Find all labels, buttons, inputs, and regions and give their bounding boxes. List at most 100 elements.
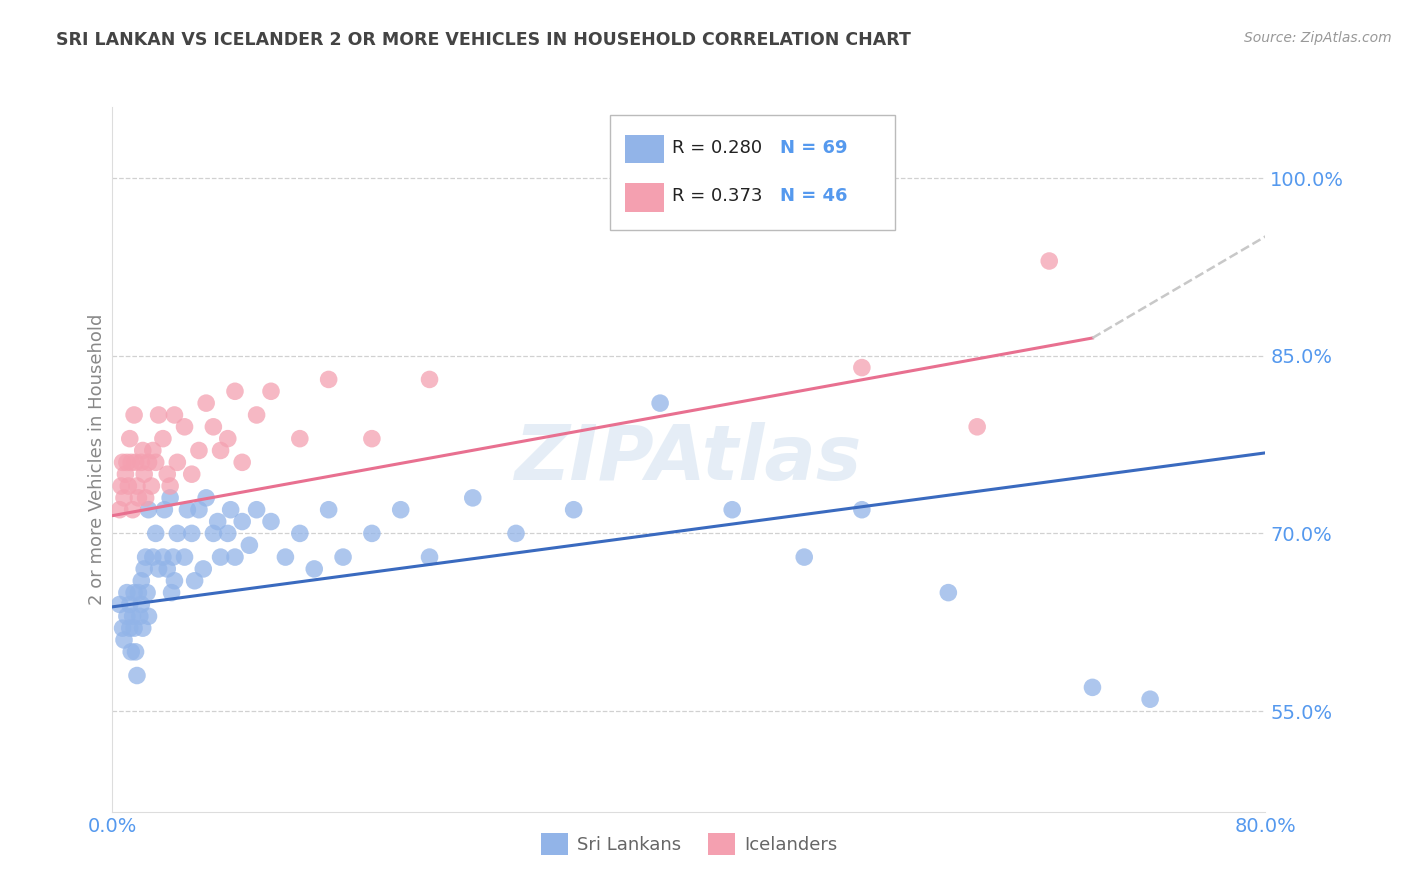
Point [188,502,211,516]
Point [122,585,145,599]
Point [134,467,156,482]
Y-axis label: 2 or more Vehicles in Household: 2 or more Vehicles in Household [87,314,105,605]
Point [135,491,157,505]
Point [183,574,205,588]
Point [163,574,186,588]
Point [419,372,441,386]
Point [115,585,138,599]
Point [129,455,153,469]
Point [141,479,163,493]
Text: SRI LANKAN VS ICELANDER 2 OR MORE VEHICLES IN HOUSEHOLD CORRELATION CHART: SRI LANKAN VS ICELANDER 2 OR MORE VEHICL… [56,31,911,49]
Point [461,491,484,505]
Point [217,432,239,446]
Point [112,632,135,647]
Point [193,562,215,576]
Point [122,408,145,422]
Point [138,609,160,624]
Point [318,372,340,386]
Point [125,668,148,682]
Point [793,550,815,565]
Point [108,598,131,612]
Point [166,455,188,469]
Point [389,502,412,516]
Point [246,502,269,516]
Point [1038,254,1060,268]
Point [650,396,672,410]
Point [121,609,143,624]
Point [159,491,181,505]
Point [152,550,174,565]
Point [162,550,184,565]
Point [111,621,134,635]
Point [127,491,149,505]
Point [138,455,160,469]
Point [122,621,145,635]
Point [138,502,160,516]
Point [145,526,167,541]
Point [136,585,159,599]
Point [246,408,269,422]
Text: ZIPAtlas: ZIPAtlas [515,423,863,496]
Point [132,443,155,458]
Point [148,408,170,422]
Point [209,550,232,565]
Point [153,502,176,516]
Point [505,526,527,541]
Point [231,455,253,469]
Text: N = 46: N = 46 [780,187,848,205]
Point [851,360,873,375]
Point [202,419,225,434]
Point [163,408,186,422]
Point [195,491,218,505]
Point [156,467,179,482]
Point [115,455,138,469]
Point [132,621,155,635]
Point [120,645,142,659]
Text: Source: ZipAtlas.com: Source: ZipAtlas.com [1244,31,1392,45]
Point [721,502,744,516]
Point [118,621,141,635]
Point [318,502,340,516]
Point [148,562,170,576]
Point [129,574,153,588]
Point [209,443,232,458]
Point [135,550,157,565]
Point [124,645,146,659]
Point [152,432,174,446]
Point [1139,692,1161,706]
Point [195,396,218,410]
Text: R = 0.373: R = 0.373 [672,187,762,205]
Point [217,526,239,541]
Point [125,479,148,493]
Point [145,455,167,469]
Point [288,432,311,446]
Point [117,479,139,493]
Point [124,455,146,469]
Point [966,419,988,434]
Point [108,502,131,516]
Point [110,479,132,493]
Point [129,598,153,612]
Point [134,562,156,576]
Point [207,515,229,529]
Point [224,384,246,399]
Point [360,432,382,446]
Point [562,502,585,516]
Point [851,502,873,516]
Text: N = 69: N = 69 [780,139,848,157]
Point [180,526,202,541]
Point [111,455,134,469]
Point [274,550,297,565]
Point [121,502,143,516]
Point [1081,681,1104,695]
Point [112,491,135,505]
Point [260,384,283,399]
Point [419,550,441,565]
Point [202,526,225,541]
Point [180,467,202,482]
Point [160,585,183,599]
Point [156,562,179,576]
Point [238,538,260,552]
Point [118,432,141,446]
Point [219,502,242,516]
